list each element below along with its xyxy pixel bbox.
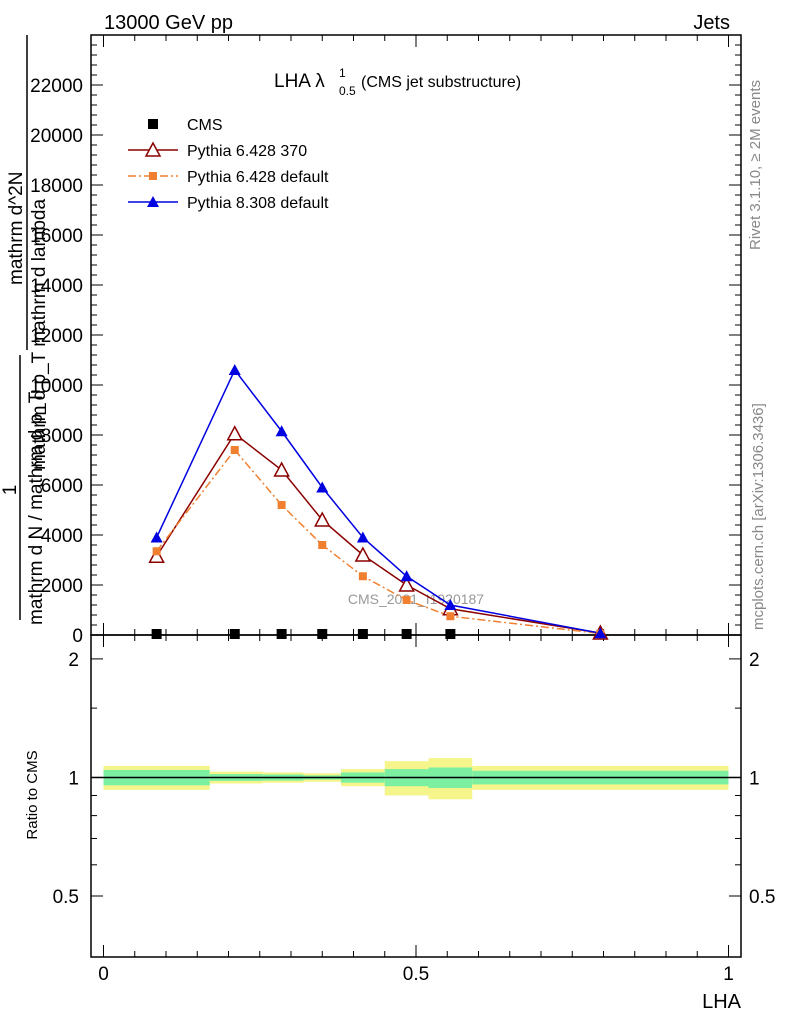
main-ytick-label-10: 20000 bbox=[30, 126, 83, 147]
marker-py6_370-4 bbox=[354, 546, 372, 562]
legend-entry-py6-default: Pythia 6.428 default bbox=[128, 169, 329, 186]
legend-cms-label: CMS bbox=[187, 117, 223, 134]
marker-py6_370-1 bbox=[226, 425, 244, 441]
main-ytick-label-7: 14000 bbox=[30, 276, 83, 297]
marker-py6_default-6 bbox=[446, 612, 455, 621]
ratio-ytick-label-right-0: 0.5 bbox=[749, 887, 775, 908]
series-line-py6_default bbox=[156, 448, 601, 635]
main-ticks: 0 2000 4000 6000 8000 10000 12000 14000 16000 180… bbox=[30, 35, 741, 647]
main-ytick-label-1: 2000 bbox=[41, 576, 83, 597]
marker-py6_default-0 bbox=[152, 547, 161, 556]
marker-cms-6 bbox=[445, 629, 456, 639]
legend-py6-370-marker bbox=[144, 141, 162, 157]
ratio-ytick-label-right-1: 1 bbox=[749, 768, 760, 789]
main-ytick-label-9: 18000 bbox=[30, 176, 83, 197]
marker-cms-1 bbox=[229, 629, 240, 639]
ratio-bands bbox=[103, 758, 729, 800]
ylabel-frac1-num: 1 bbox=[0, 485, 21, 496]
main-ytick-label-4: 8000 bbox=[41, 426, 83, 447]
marker-py8_default-6 bbox=[444, 599, 457, 610]
marker-py6_default-4 bbox=[358, 572, 367, 581]
ylabel-frac2-num: mathrm d^2N bbox=[6, 172, 27, 285]
legend-py8-default-marker bbox=[147, 196, 159, 207]
ratio-xtick-label-0: 0 bbox=[98, 964, 109, 985]
plot-title-rest: (CMS jet substructure) bbox=[361, 74, 521, 91]
legend-entry-py6-370: Pythia 6.428 370 bbox=[128, 141, 307, 160]
legend: CMS Pythia 6.428 370 Pythia 6.428 defaul… bbox=[128, 117, 329, 212]
ratio-ytick-label-left-2: 2 bbox=[68, 650, 79, 671]
marker-cms-3 bbox=[317, 629, 328, 639]
ylabel-lower: Ratio to CMS bbox=[24, 750, 41, 839]
legend-py6-default-label: Pythia 6.428 default bbox=[187, 169, 329, 186]
marker-py6_default-2 bbox=[277, 501, 286, 509]
marker-cms-0 bbox=[151, 629, 162, 639]
series-line-py8_default bbox=[155, 368, 601, 634]
ratio-xtick-label-1: 0.5 bbox=[403, 964, 429, 985]
series-markers bbox=[148, 364, 609, 640]
marker-py6_default-1 bbox=[230, 446, 239, 454]
plot-title-sup: 1 bbox=[339, 66, 346, 80]
main-ytick-label-11: 22000 bbox=[30, 76, 83, 97]
rivet-label: Rivet 3.1.10, ≥ 2M events bbox=[747, 80, 764, 250]
ratio-xtick-label-2: 1 bbox=[723, 964, 734, 985]
main-ytick-label-3: 6000 bbox=[41, 476, 83, 497]
legend-entry-cms: CMS bbox=[148, 117, 223, 134]
main-ytick-label-8: 16000 bbox=[30, 226, 83, 247]
marker-py6_default-5 bbox=[402, 596, 411, 604]
ratio-ytick-label-left-1: 1 bbox=[68, 768, 79, 789]
plot-title-main: LHA λ bbox=[274, 71, 325, 92]
main-ytick-label-0: 0 bbox=[72, 626, 83, 647]
watermark: CMS_2021_I1920187 bbox=[348, 591, 484, 607]
marker-py8_default-7 bbox=[594, 627, 607, 639]
marker-py6_370-0 bbox=[148, 547, 165, 563]
marker-cms-4 bbox=[357, 629, 368, 639]
mcplots-label: mcplots.cern.ch [arXiv:1306.3436] bbox=[750, 403, 767, 630]
legend-entry-py8-default: Pythia 8.308 default bbox=[128, 195, 329, 212]
main-ytick-label-5: 10000 bbox=[30, 376, 83, 397]
ratio-ytick-label-left-0: 0.5 bbox=[53, 887, 79, 908]
marker-py8_default-4 bbox=[356, 531, 369, 543]
legend-py6-370-label: Pythia 6.428 370 bbox=[187, 143, 307, 160]
marker-cms-2 bbox=[276, 629, 287, 639]
marker-py6_370-2 bbox=[273, 461, 290, 477]
legend-py6-default-marker bbox=[149, 172, 157, 180]
ratio-panel-frame bbox=[90, 634, 742, 958]
marker-py6_370-5 bbox=[398, 576, 415, 592]
marker-py8_default-2 bbox=[275, 425, 288, 437]
legend-cms-marker bbox=[148, 119, 158, 129]
ratio-ytick-label-right-2: 2 bbox=[749, 650, 760, 671]
ratio-ticks: 0.5 0.5 1 1 2 2 0 0.5 1 bbox=[53, 635, 775, 985]
ylabel-upper: 1 mathrm d N / mathrm d p_T mathrm d^2N … bbox=[0, 35, 50, 625]
marker-py8_default-5 bbox=[400, 570, 413, 582]
marker-py8_default-0 bbox=[150, 531, 163, 543]
xlabel: LHA bbox=[702, 991, 742, 1013]
marker-cms-5 bbox=[401, 629, 412, 639]
header-right: Jets bbox=[693, 12, 730, 34]
main-ytick-label-2: 4000 bbox=[41, 526, 83, 547]
main-ytick-label-6: 12000 bbox=[30, 326, 83, 347]
marker-py8_default-1 bbox=[228, 364, 241, 375]
marker-py6_370-3 bbox=[313, 511, 331, 527]
ylabel-frac2-den: mathrm d p_T mathrm d lambda bbox=[29, 199, 50, 470]
marker-py8_default-3 bbox=[316, 481, 329, 493]
plot-title: LHA λ bbox=[274, 71, 325, 92]
header-left: 13000 GeV pp bbox=[104, 12, 233, 34]
plot-title-sub: 0.5 bbox=[339, 84, 356, 98]
legend-py8-default-label: Pythia 8.308 default bbox=[187, 195, 329, 212]
marker-py6_default-3 bbox=[318, 541, 327, 549]
ylabel-frac1-den: mathrm d N / mathrm d p_T bbox=[26, 391, 47, 625]
